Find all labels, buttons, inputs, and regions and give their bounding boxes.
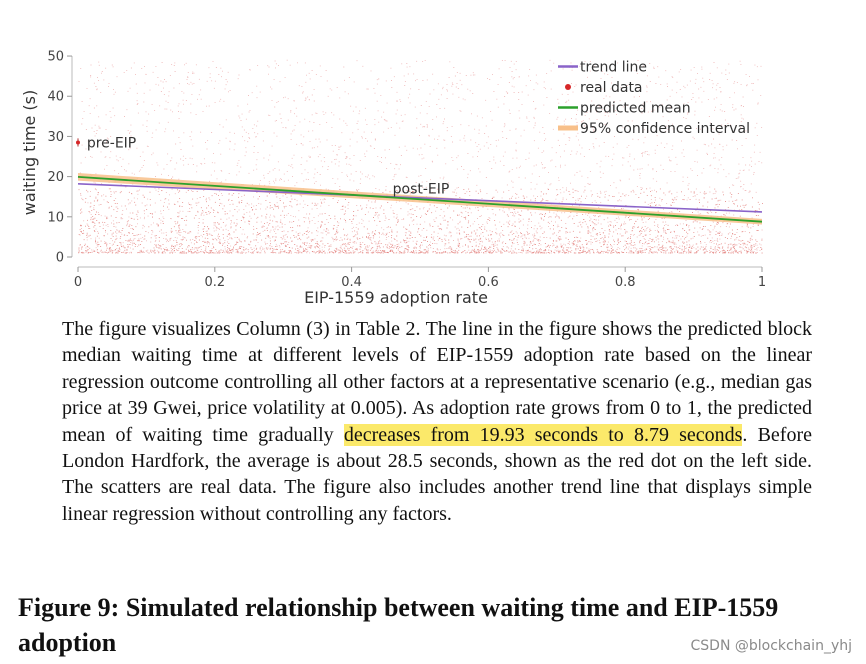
legend-label: predicted mean — [580, 101, 691, 117]
trend-line — [77, 183, 763, 213]
annotation-pre-eip: pre-EIP — [87, 135, 136, 151]
watermark: CSDN @blockchain_yhj — [690, 638, 852, 654]
figure-title: Figure 9: Simulated relationship between… — [18, 593, 779, 657]
y-axis-title: waiting time (s) — [20, 90, 39, 216]
x-tick-label: 0.4 — [341, 275, 362, 290]
x-axis-title: EIP-1559 adoption rate — [304, 288, 488, 307]
y-tick-label: 40 — [47, 90, 64, 105]
y-tick-label: 0 — [56, 251, 64, 266]
y-tick-label: 10 — [47, 210, 64, 225]
chart-marks: post-EIP pre-EIP — [76, 135, 763, 225]
legend-label: trend line — [580, 60, 647, 76]
annotation-post-eip: post-EIP — [393, 182, 450, 198]
caption-text-before: The figure visualizes Column (3) in Tabl… — [62, 318, 812, 446]
x-tick-label: 1 — [758, 275, 766, 290]
real-data-points-dense — [78, 188, 763, 254]
predicted-mean-line — [77, 175, 763, 223]
caption-text-after: . Before London Hardfork, the average is… — [62, 423, 812, 525]
y-tick-label: 50 — [47, 50, 64, 65]
chart-legend: trend line real data predicted mean 95% con… — [558, 60, 750, 137]
real-data-scatter — [78, 59, 763, 254]
x-tick-label: 0.8 — [615, 275, 636, 290]
x-tick-label: 0.2 — [204, 275, 225, 290]
figure-caption: The figure visualizes Column (3) in Tabl… — [62, 316, 812, 527]
x-tick-label: 0 — [74, 275, 82, 290]
y-tick-label: 30 — [47, 130, 64, 145]
pre-eip-point — [76, 140, 80, 145]
y-tick-label: 20 — [47, 170, 64, 185]
legend-label: real data — [580, 80, 643, 96]
caption-highlight: decreases from 19.93 seconds to 8.79 sec… — [343, 423, 743, 446]
legend-swatch-real-data — [565, 84, 571, 90]
real-data-points-sparse — [78, 59, 763, 254]
legend-label: 95% confidence interval — [580, 121, 750, 137]
x-tick-label: 0.6 — [478, 275, 499, 290]
